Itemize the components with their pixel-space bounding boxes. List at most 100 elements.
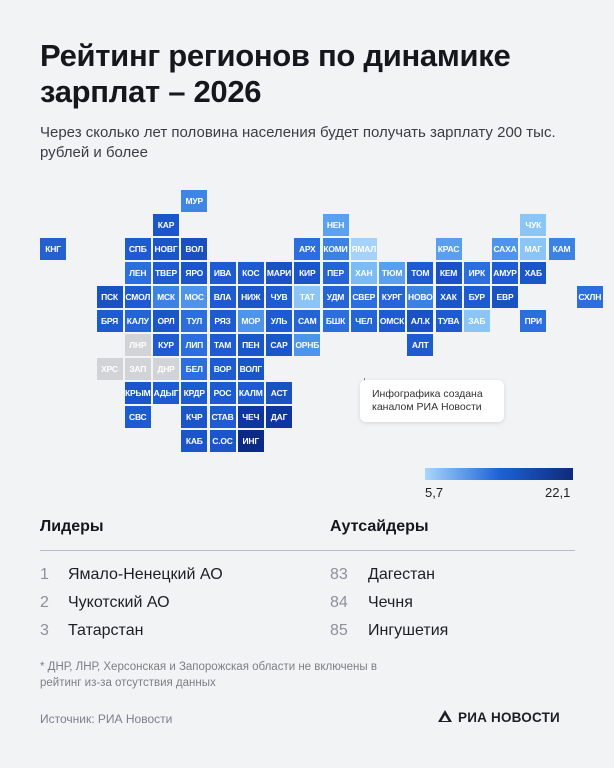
region-tile: МАРИ xyxy=(266,262,292,284)
region-tile: АМУР xyxy=(492,262,518,284)
region-tile: АЛТ xyxy=(407,334,434,356)
region-tile: ХАК xyxy=(435,286,462,308)
region-tile: ПСК xyxy=(96,286,123,308)
leaders-heading: Лидеры xyxy=(40,518,104,535)
region-tile: КРДР xyxy=(181,382,208,404)
region-tile: ЗАП xyxy=(124,358,151,380)
region-tile: ПЕН xyxy=(237,334,264,356)
region-tile: КАМ xyxy=(548,238,575,260)
region-tile: СПБ xyxy=(124,238,151,260)
region-tile: ПРИ xyxy=(520,310,547,332)
region-tile: КАЛУ xyxy=(124,310,151,332)
region-tile: РЯЗ xyxy=(209,310,236,332)
region-tile: СВЕР xyxy=(350,286,377,308)
region-tile: ТОМ xyxy=(407,262,434,284)
region-tile: ХАБ xyxy=(520,262,547,284)
region-tile: ОМСК xyxy=(379,310,405,332)
leader-item: 1 Ямало-Ненецкий АО xyxy=(40,566,223,588)
region-tile: МАГ xyxy=(520,238,547,260)
region-tile: С.ОС xyxy=(209,430,236,452)
region-tile: РОС xyxy=(209,382,236,404)
region-tile: ЛИП xyxy=(181,334,208,356)
region-tile: ЗАБ xyxy=(463,310,490,332)
region-tile: ЧЕЛ xyxy=(350,310,377,332)
region-tile: КУР xyxy=(153,334,179,356)
region-tile: ХАН xyxy=(350,262,377,284)
outsider-item: 83 Дагестан xyxy=(330,566,435,588)
region-tile: ЧЕЧ xyxy=(237,406,264,428)
region-tile: ОРЛ xyxy=(153,310,179,332)
outsider-name: Ингушетия xyxy=(368,622,449,639)
region-tile: БУР xyxy=(463,286,490,308)
region-tile: ВОЛ xyxy=(181,238,208,260)
outsiders-heading: Аутсайдеры xyxy=(330,518,429,535)
footnote: * ДНР, ЛНР, Херсонская и Запорожская обл… xyxy=(40,661,377,689)
region-tile: ОРНБ xyxy=(294,334,321,356)
outsider-item: 84 Чечня xyxy=(330,594,413,616)
region-tile: ЛНР xyxy=(124,334,151,356)
region-tile: СТАВ xyxy=(209,406,236,428)
leader-name: Ямало-Ненецкий АО xyxy=(68,566,223,583)
outsider-rank: 84 xyxy=(330,594,348,611)
region-tile: КАР xyxy=(153,214,179,236)
outsider-name: Чечня xyxy=(368,594,413,611)
region-tile: ТАМ xyxy=(209,334,236,356)
leader-rank: 1 xyxy=(40,566,49,583)
region-tile: ЧУВ xyxy=(266,286,292,308)
region-tile: ЕВР xyxy=(492,286,518,308)
section-divider xyxy=(40,550,575,551)
region-tile: УЛЬ xyxy=(266,310,292,332)
region-tile: КАБ xyxy=(181,430,208,452)
region-tile: КОМИ xyxy=(322,238,349,260)
region-tile: НОВО xyxy=(407,286,434,308)
region-tile: АДЫГ xyxy=(153,382,179,404)
region-tile: ЛЕН xyxy=(124,262,151,284)
region-tile: АЛ.К xyxy=(407,310,434,332)
region-tile: ИНГ xyxy=(237,430,264,452)
region-tile: КРАС xyxy=(435,238,462,260)
region-tile: КУРГ xyxy=(379,286,405,308)
region-tile: НИЖ xyxy=(237,286,264,308)
legend-min-value: 5,7 xyxy=(425,485,444,500)
source-text: Источник: РИА Новости xyxy=(40,712,173,726)
region-tile: БШК xyxy=(322,310,349,332)
leader-item: 2 Чукотский АО xyxy=(40,594,170,616)
region-tile: ТУЛ xyxy=(181,310,208,332)
region-tile: ВОЛГ xyxy=(237,358,264,380)
region-tile: КРЫМ xyxy=(124,382,151,404)
leader-rank: 3 xyxy=(40,622,49,639)
region-tile: КИР xyxy=(294,262,321,284)
region-tile: ТВЕР xyxy=(153,262,179,284)
region-tile: СМОЛ xyxy=(124,286,151,308)
region-tile: НОВГ xyxy=(153,238,179,260)
region-tile: САХА xyxy=(492,238,518,260)
region-tile: ДНР xyxy=(153,358,179,380)
region-tile: КНГ xyxy=(40,238,66,260)
region-tile: БЕЛ xyxy=(181,358,208,380)
leader-rank: 2 xyxy=(40,594,49,611)
region-tile: НЕН xyxy=(322,214,349,236)
outsider-name: Дагестан xyxy=(368,566,435,583)
outsider-rank: 83 xyxy=(330,566,348,583)
region-tile: ВОР xyxy=(209,358,236,380)
region-tile: ИРК xyxy=(463,262,490,284)
leader-name: Чукотский АО xyxy=(68,594,170,611)
region-tile: МОР xyxy=(237,310,264,332)
region-tile: ТУВА xyxy=(435,310,462,332)
region-tile: ЯРО xyxy=(181,262,208,284)
color-legend-bar xyxy=(425,468,573,480)
region-tile: ДАГ xyxy=(266,406,292,428)
legend-max-value: 22,1 xyxy=(545,485,571,500)
region-tile: ВЛА xyxy=(209,286,236,308)
region-tile: ТЮМ xyxy=(379,262,405,284)
region-tile: АСТ xyxy=(266,382,292,404)
region-tile: ИВА xyxy=(209,262,236,284)
region-tile: САР xyxy=(266,334,292,356)
leader-item: 3 Татарстан xyxy=(40,622,143,644)
region-tile: МСК xyxy=(153,286,179,308)
channel-callout: Инфографика создана каналом РИА Новости xyxy=(360,380,504,422)
logo-text: РИА НОВОСТИ xyxy=(458,709,560,725)
region-tile: ХРС xyxy=(96,358,123,380)
outsider-rank: 85 xyxy=(330,622,348,639)
page-title: Рейтинг регионов по динамике зарплат – 2… xyxy=(40,38,511,109)
